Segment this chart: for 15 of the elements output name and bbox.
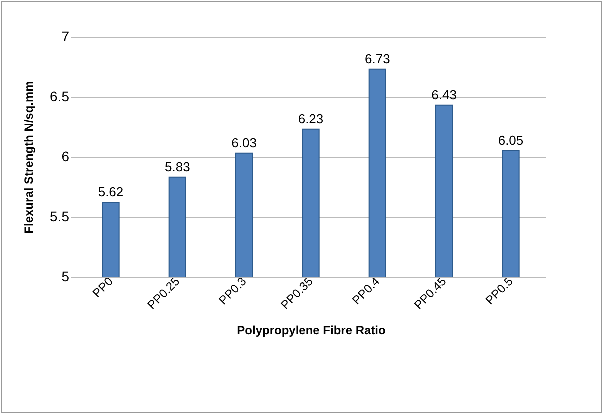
y-tick-label: 5.5 xyxy=(50,208,70,224)
y-tick-label: 7 xyxy=(62,28,70,44)
data-label: 5.83 xyxy=(165,159,190,174)
data-label: 6.23 xyxy=(298,111,324,126)
data-label: 6.03 xyxy=(232,135,257,150)
data-label: 6.43 xyxy=(432,87,457,102)
data-label: 6.05 xyxy=(498,133,524,148)
x-tick-label: PP0 xyxy=(90,274,116,300)
y-tick-label: 5 xyxy=(62,268,70,284)
y-tick-label: 6.5 xyxy=(50,88,70,104)
y-tick-label: 6 xyxy=(62,148,70,164)
data-label: 6.73 xyxy=(365,51,390,66)
x-axis-title: Polypropylene Fibre Ratio xyxy=(237,324,386,338)
data-label: 5.62 xyxy=(98,184,124,200)
y-axis-title: Flexural Strength N/sq.mm xyxy=(22,81,36,234)
